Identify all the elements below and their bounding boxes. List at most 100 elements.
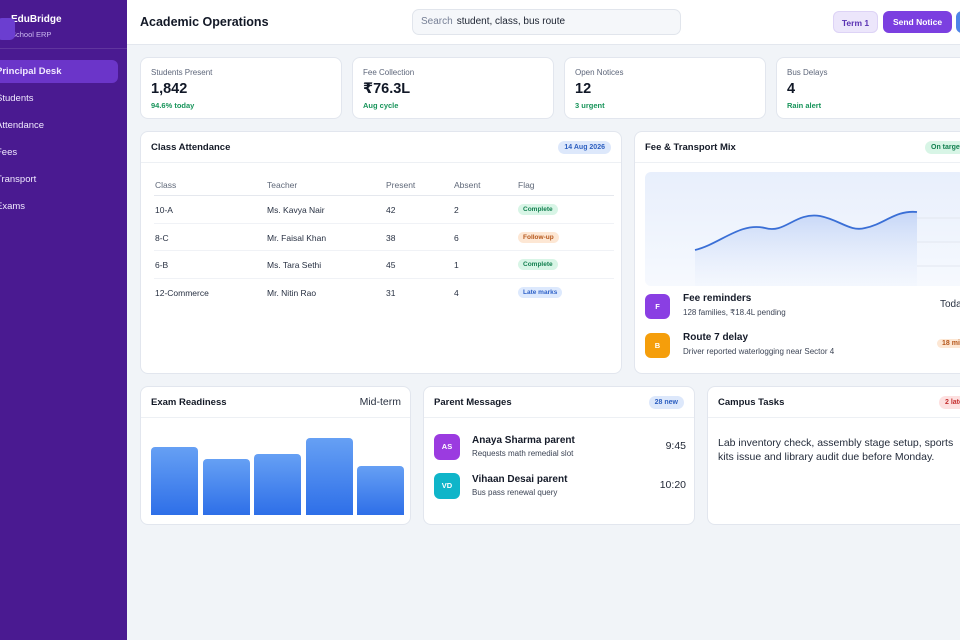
status-badge: Complete: [518, 204, 558, 215]
date-badge[interactable]: 14 Aug 2026: [558, 141, 611, 154]
cell-teacher: Ms. Tara Sethi: [267, 260, 322, 270]
cell-class: 12-Commerce: [155, 287, 209, 298]
cell-absent: 4: [454, 287, 459, 298]
cell-class: 8-C: [155, 232, 169, 243]
table-row[interactable]: 6-B Ms. Tara Sethi 45 1 Complete: [154, 251, 614, 279]
brand-name: EduBridge: [11, 14, 62, 25]
send-notice-button[interactable]: Send Notice: [883, 11, 952, 33]
stat-subtext: 94.6% today: [151, 101, 195, 110]
column-header-absent[interactable]: Absent: [454, 180, 481, 190]
brand-logo-icon: [0, 18, 15, 40]
avatar: AS: [434, 434, 460, 460]
new-count-badge[interactable]: 28 new: [648, 396, 684, 409]
trend-chart: [645, 172, 960, 286]
status-badge: Follow-up: [518, 231, 559, 243]
sidebar-item-fees[interactable]: Fees: [0, 141, 118, 164]
cell-absent: 6: [454, 232, 459, 243]
sidebar-item-transport[interactable]: Transport: [0, 168, 118, 191]
card-title: Campus Tasks: [718, 397, 785, 408]
sidebar-item-label: Principal Desk: [0, 66, 62, 77]
exam-bar[interactable]: [305, 438, 353, 515]
stat-value: 12: [575, 81, 592, 97]
stat-label: Open Notices: [575, 68, 624, 77]
cell-class: 10-A: [155, 205, 173, 215]
cell-teacher: Mr. Nitin Rao: [267, 287, 317, 298]
cell-teacher: Mr. Faisal Khan: [267, 232, 327, 243]
status-badge[interactable]: On target: [925, 141, 960, 154]
stat-card-open-notices: Open Notices 12 3 urgent: [564, 57, 766, 119]
cell-present: 31: [386, 287, 396, 298]
term-label[interactable]: Mid-term: [359, 396, 401, 408]
brand[interactable]: EduBridge School ERP: [0, 14, 62, 40]
avatar[interactable]: [956, 11, 960, 33]
exam-bar-chart: [151, 431, 404, 515]
sidebar-item-exams[interactable]: Exams: [0, 195, 118, 218]
card-header: Exam Readiness Mid-term: [141, 387, 410, 418]
status-badge: Complete: [518, 259, 558, 270]
column-header-present[interactable]: Present: [386, 180, 416, 190]
column-header-class[interactable]: Class: [155, 180, 177, 190]
sidebar-item-label: Exams: [0, 201, 26, 212]
sidebar-item-attendance[interactable]: Attendance: [0, 114, 118, 137]
list-item-fee-reminders[interactable]: F Fee reminders 128 families, ₹18.4L pen…: [645, 290, 960, 322]
stat-label: Bus Delays: [787, 68, 828, 77]
brand-subtitle: School ERP: [11, 30, 52, 39]
table-row[interactable]: 10-A Ms. Kavya Nair 42 2 Complete: [154, 196, 614, 224]
bus-icon: B: [645, 333, 670, 358]
message-preview: Requests math remedial slot: [472, 449, 574, 458]
search-input[interactable]: Search student, class, bus route: [412, 9, 681, 35]
card-header: Campus Tasks 2 late: [708, 387, 960, 418]
sidebar-item-students[interactable]: Students: [0, 87, 118, 110]
message-time: 9:45: [665, 440, 686, 452]
column-header-flag[interactable]: Flag: [518, 180, 535, 190]
card-header: Class Attendance 14 Aug 2026: [141, 132, 621, 163]
stat-label: Students Present: [151, 68, 213, 77]
fee-transport-card: Fee & Transport Mix On target F Fee remi…: [634, 131, 960, 374]
card-title: Fee & Transport Mix: [645, 142, 736, 153]
stat-value: 1,842: [151, 81, 188, 97]
list-item-time: Today: [940, 299, 960, 310]
cell-flag: Late marks: [518, 286, 563, 298]
list-item-title: Route 7 delay: [683, 332, 749, 343]
stat-card-fee-collection: Fee Collection ₹76.3L Aug cycle: [352, 57, 554, 119]
sidebar-item-label: Fees: [0, 147, 18, 158]
exam-bar[interactable]: [357, 466, 404, 515]
sidebar-nav: Principal Desk Students Attendance Fees …: [0, 60, 127, 222]
message-preview: Bus pass renewal query: [472, 488, 558, 497]
list-item-title: Fee reminders: [683, 293, 752, 304]
card-header: Fee & Transport Mix On target: [635, 132, 960, 163]
message-item[interactable]: VD Vihaan Desai parent Bus pass renewal …: [434, 473, 686, 505]
list-item-subtitle: Driver reported waterlogging near Sector…: [683, 347, 835, 356]
card-title: Exam Readiness: [151, 397, 227, 408]
card-header: Parent Messages 28 new: [424, 387, 694, 418]
list-item-route-delay[interactable]: B Route 7 delay Driver reported waterlog…: [645, 329, 960, 361]
avatar: VD: [434, 473, 460, 499]
card-title: Class Attendance: [151, 142, 231, 153]
sidebar-item-label: Transport: [0, 174, 37, 185]
exam-bar[interactable]: [151, 447, 198, 515]
cell-class: 6-B: [155, 260, 169, 270]
sidebar-item-label: Attendance: [0, 120, 45, 131]
table-row[interactable]: 12-Commerce Mr. Nitin Rao 31 4 Late mark…: [154, 279, 614, 307]
stat-value: ₹76.3L: [363, 81, 411, 97]
trend-line: [694, 211, 918, 251]
exam-bar[interactable]: [202, 459, 250, 515]
cell-absent: 2: [454, 205, 459, 215]
attendance-table: Class Teacher Present Absent Flag 10-A M…: [154, 176, 614, 306]
sidebar-item-principal-desk[interactable]: Principal Desk: [0, 60, 118, 83]
message-item[interactable]: AS Anaya Sharma parent Requests math rem…: [434, 434, 686, 466]
search-label: Search: [421, 16, 453, 27]
stat-value: 4: [787, 81, 796, 97]
trend-area: [695, 211, 917, 286]
term-button[interactable]: Term 1: [833, 11, 878, 33]
message-sender: Anaya Sharma parent: [472, 435, 575, 446]
top-header: Academic Operations Search student, class…: [127, 0, 960, 45]
tasks-description: Lab inventory check, assembly stage setu…: [718, 437, 954, 463]
stat-label: Fee Collection: [363, 68, 415, 77]
delay-badge: 18 min: [937, 339, 960, 348]
exam-bar[interactable]: [254, 454, 301, 515]
late-badge[interactable]: 2 late: [939, 396, 960, 409]
column-header-teacher[interactable]: Teacher: [267, 180, 298, 190]
stat-card-bus-delays: Bus Delays 4 Rain alert: [776, 57, 960, 119]
table-row[interactable]: 8-C Mr. Faisal Khan 38 6 Follow-up: [154, 224, 614, 251]
